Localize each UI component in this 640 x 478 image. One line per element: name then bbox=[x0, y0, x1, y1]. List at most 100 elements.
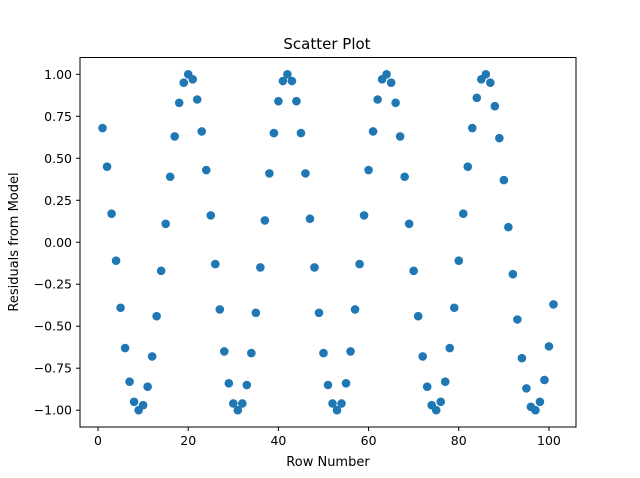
data-point bbox=[233, 405, 243, 415]
data-point bbox=[310, 263, 319, 272]
data-point bbox=[522, 384, 531, 393]
data-point bbox=[179, 78, 189, 87]
data-point bbox=[382, 69, 391, 79]
data-point bbox=[337, 399, 346, 408]
data-point bbox=[229, 399, 238, 408]
data-point bbox=[486, 78, 495, 87]
data-point bbox=[143, 382, 152, 391]
data-point bbox=[422, 382, 432, 391]
data-point bbox=[247, 348, 256, 358]
x-tick-label: 80 bbox=[451, 433, 467, 448]
data-point bbox=[350, 305, 360, 314]
data-point bbox=[319, 348, 328, 358]
data-point bbox=[490, 101, 500, 111]
y-tick-label: 0.25 bbox=[44, 193, 72, 208]
x-tick-label: 0 bbox=[94, 433, 102, 448]
data-point bbox=[341, 379, 351, 388]
x-tick-label: 100 bbox=[537, 433, 561, 448]
data-point bbox=[535, 397, 545, 407]
data-point bbox=[283, 69, 292, 79]
data-point bbox=[391, 98, 400, 108]
data-point bbox=[301, 169, 310, 178]
y-axis: −1.00 −0.75 −0.50 −0.25 0.00 0.25 0.50 0.75 1.00 bbox=[34, 67, 80, 418]
data-point bbox=[224, 379, 234, 388]
y-tick-label: 0.00 bbox=[44, 235, 72, 250]
data-point bbox=[332, 405, 342, 415]
data-point bbox=[400, 172, 409, 182]
y-tick-label: −0.50 bbox=[34, 319, 72, 334]
data-point bbox=[238, 399, 247, 408]
y-tick-label: 0.50 bbox=[44, 151, 72, 166]
data-point bbox=[98, 123, 107, 133]
x-tick-label: 60 bbox=[361, 433, 377, 448]
data-point bbox=[495, 133, 504, 143]
y-tick-label: −0.25 bbox=[34, 277, 72, 292]
data-point bbox=[192, 95, 202, 104]
data-point bbox=[260, 216, 270, 225]
data-point bbox=[201, 165, 211, 175]
x-tick-label: 20 bbox=[180, 433, 196, 448]
data-point bbox=[346, 347, 355, 356]
data-point bbox=[395, 132, 405, 141]
data-point bbox=[161, 219, 170, 229]
data-point bbox=[305, 214, 315, 224]
data-points bbox=[98, 69, 558, 415]
data-point bbox=[540, 375, 549, 385]
data-point bbox=[165, 172, 175, 182]
data-point bbox=[472, 93, 482, 103]
chart-title: Scatter Plot bbox=[283, 35, 370, 53]
x-tick-label: 40 bbox=[270, 433, 286, 448]
data-point bbox=[368, 127, 378, 136]
data-point bbox=[409, 266, 418, 276]
data-point bbox=[170, 132, 179, 141]
data-point bbox=[265, 169, 274, 178]
data-point bbox=[458, 209, 468, 218]
y-tick-label: −1.00 bbox=[34, 403, 72, 418]
data-point bbox=[436, 397, 446, 407]
data-point bbox=[449, 303, 459, 313]
data-point bbox=[454, 256, 464, 266]
data-point bbox=[125, 377, 134, 386]
data-point bbox=[508, 269, 518, 279]
plot-frame bbox=[79, 57, 577, 428]
data-point bbox=[274, 96, 283, 106]
data-point bbox=[269, 128, 279, 138]
data-point bbox=[219, 347, 229, 356]
y-tick-label: 0.75 bbox=[44, 109, 72, 124]
data-point bbox=[499, 175, 509, 185]
data-point bbox=[549, 300, 558, 309]
data-point bbox=[513, 315, 522, 324]
data-point bbox=[120, 343, 130, 353]
y-axis-title: Residuals from Model bbox=[7, 172, 22, 311]
data-point bbox=[544, 342, 554, 351]
data-point bbox=[296, 128, 306, 138]
data-point bbox=[129, 397, 139, 407]
data-point bbox=[107, 209, 116, 218]
data-point bbox=[531, 405, 540, 415]
y-tick-label: 1.00 bbox=[44, 67, 72, 82]
data-point bbox=[467, 123, 477, 133]
data-point bbox=[404, 219, 414, 229]
data-point bbox=[323, 380, 333, 390]
data-point bbox=[206, 211, 216, 220]
data-point bbox=[314, 308, 324, 318]
data-point bbox=[328, 399, 337, 408]
data-point bbox=[188, 75, 198, 84]
data-point bbox=[292, 96, 301, 106]
data-point bbox=[256, 263, 265, 272]
data-point bbox=[210, 259, 220, 269]
y-tick-label: −0.75 bbox=[34, 361, 72, 376]
data-point bbox=[197, 127, 207, 136]
data-point bbox=[364, 165, 373, 175]
data-point bbox=[431, 405, 441, 415]
x-axis: 0 20 40 60 80 100 bbox=[94, 427, 561, 448]
data-point bbox=[463, 162, 473, 171]
data-point bbox=[481, 69, 491, 79]
data-point bbox=[386, 78, 396, 87]
data-point bbox=[156, 266, 166, 276]
data-point bbox=[359, 211, 369, 220]
data-point bbox=[215, 305, 225, 314]
data-point bbox=[111, 256, 121, 266]
data-point bbox=[102, 162, 112, 171]
